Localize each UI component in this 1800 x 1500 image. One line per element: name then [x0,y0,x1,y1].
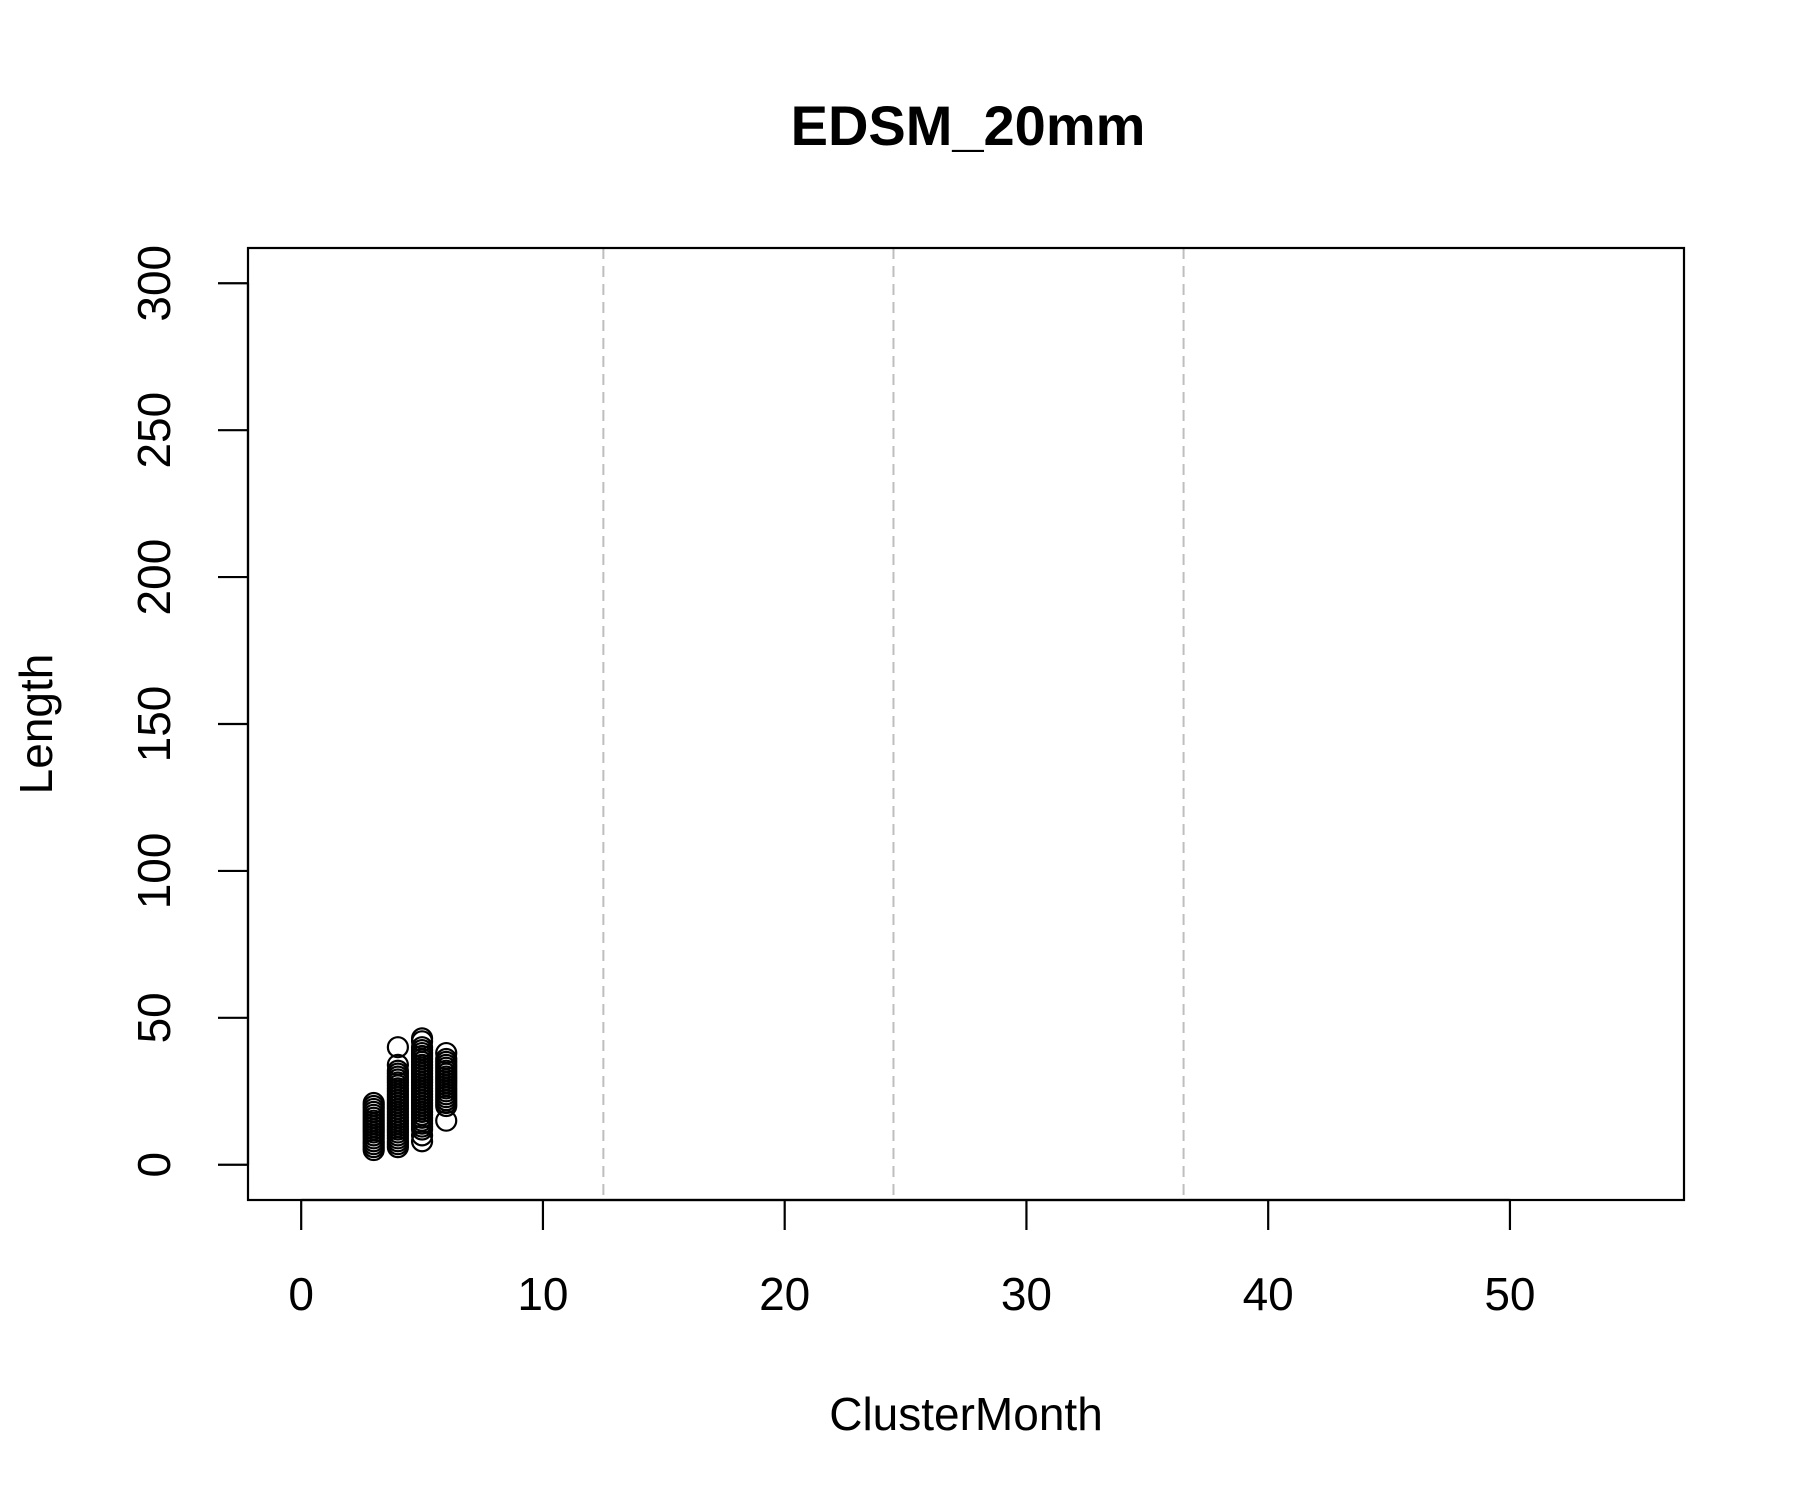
data-point [386,1059,409,1082]
x-tick-label: 50 [1484,1268,1535,1320]
x-tick-label: 20 [759,1268,810,1320]
data-point [435,1047,458,1071]
data-point [410,1036,434,1059]
data-point [386,1053,409,1076]
chart-title: EDSM_20mm [791,94,1146,157]
y-axis-label: Length [10,654,62,795]
y-tick-label: 0 [128,1152,180,1178]
y-tick-label: 150 [128,686,180,763]
data-point [386,1036,409,1059]
y-tick-label: 200 [128,539,180,616]
data-point [410,1027,434,1050]
reference-lines [602,248,1185,1200]
y-axis: 0 50 100 150 200 250 300 [128,245,250,1178]
y-tick-label: 300 [128,245,180,322]
x-axis: 0 10 20 30 40 50 [288,1198,1536,1320]
data-point [435,1041,458,1065]
y-tick-label: 100 [128,833,180,910]
y-tick-label: 50 [128,992,180,1043]
x-tick-label: 30 [1001,1268,1052,1320]
data-point [362,1091,385,1115]
x-tick-label: 0 [288,1268,314,1320]
y-tick-label: 250 [128,392,180,469]
plot-frame [246,246,1686,1202]
x-tick-label: 40 [1243,1268,1294,1320]
x-tick-label: 10 [517,1268,568,1320]
x-axis-label: ClusterMonth [829,1388,1103,1440]
data-points [362,1027,458,1162]
